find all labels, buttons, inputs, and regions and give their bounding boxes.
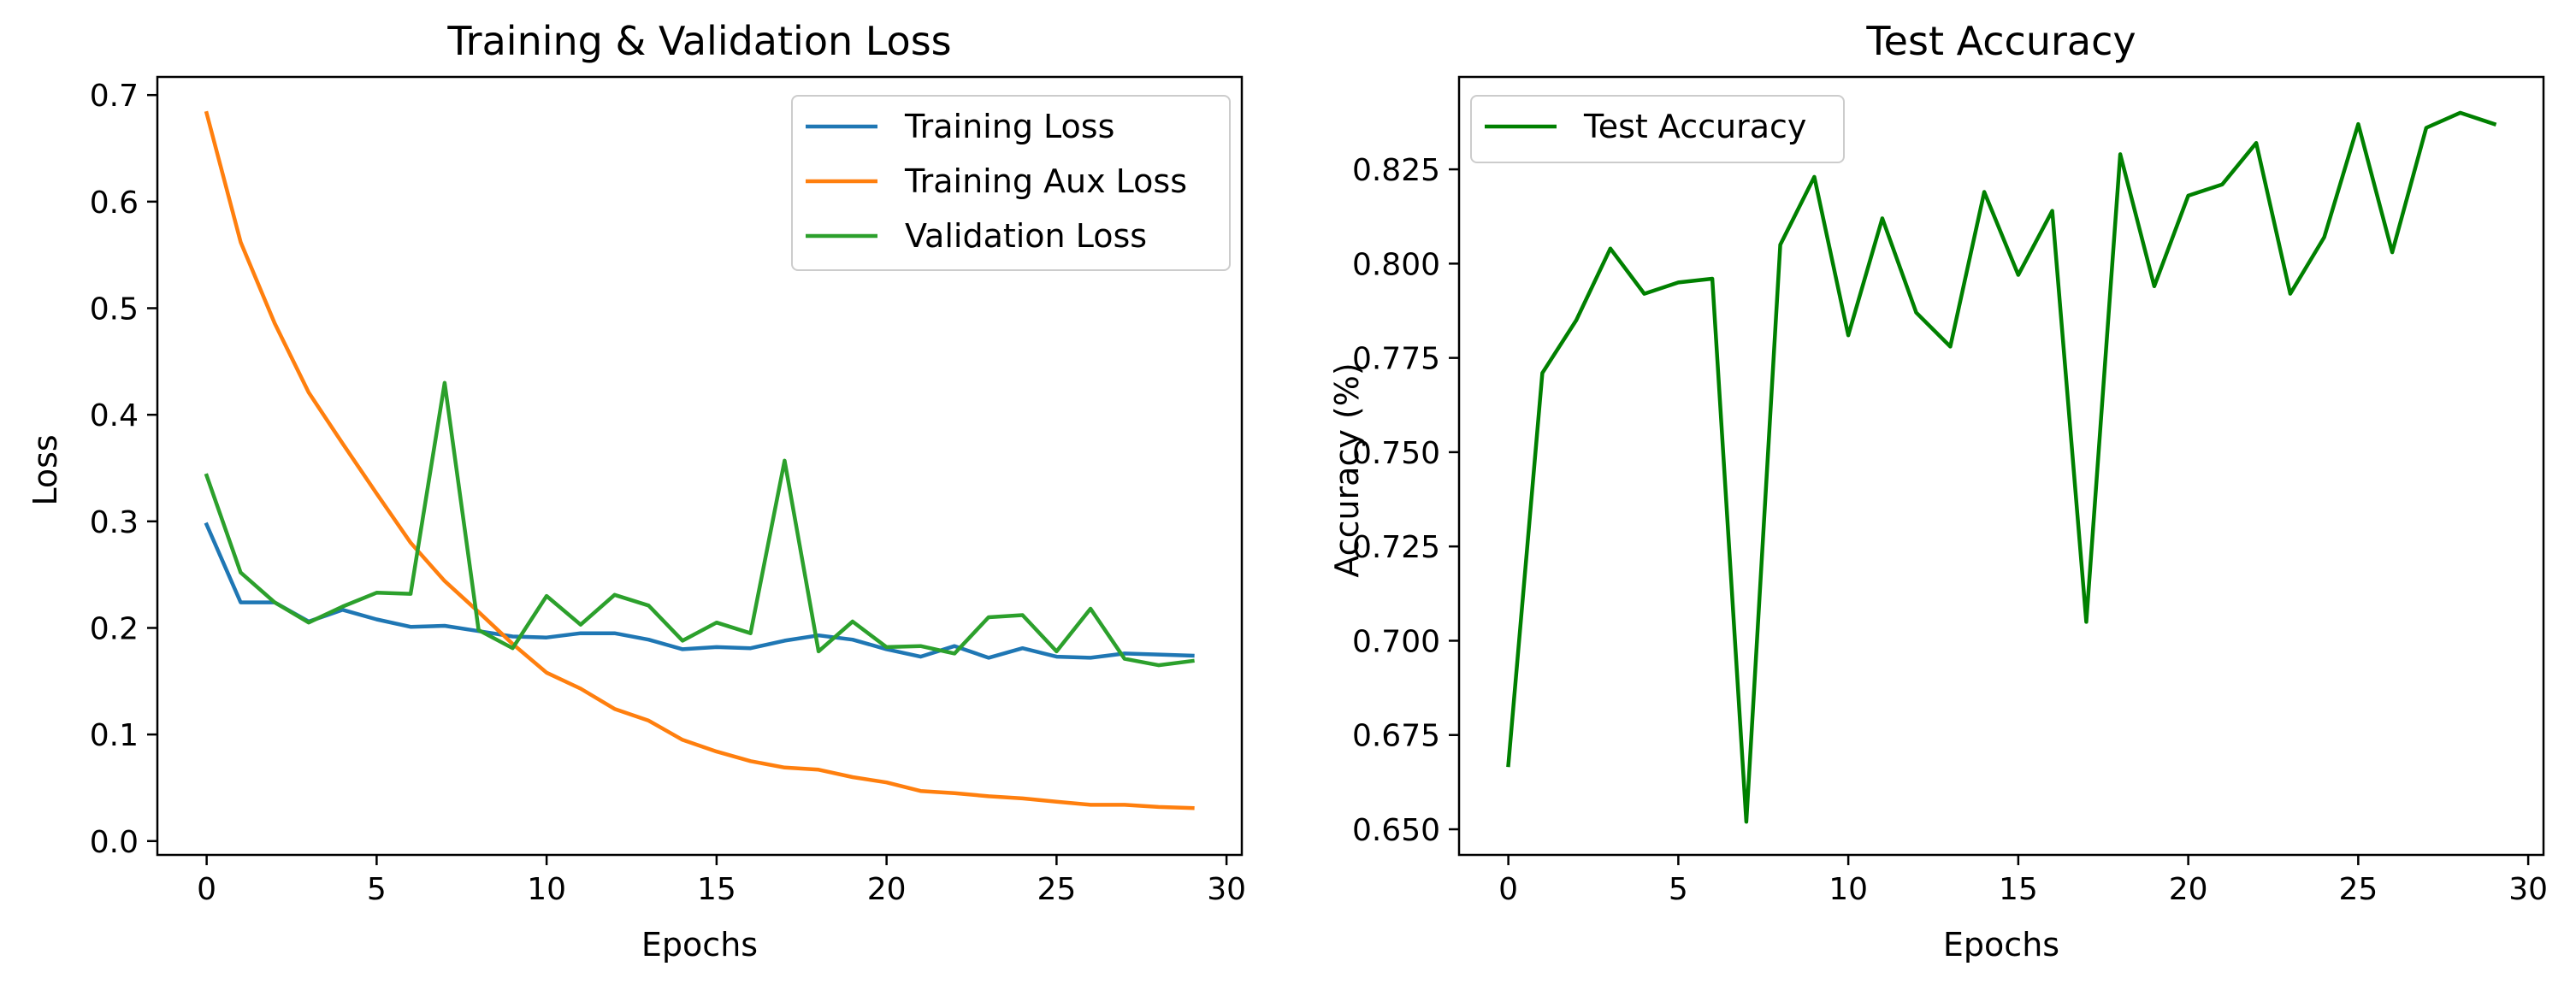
left-y-tick-label: 0.0 xyxy=(90,825,139,860)
left-y-tick-label: 0.7 xyxy=(90,79,139,114)
left-series-line-3 xyxy=(204,380,1195,668)
right-x-tick-label: 15 xyxy=(1999,872,2038,907)
left-x-tick-label: 20 xyxy=(867,872,907,907)
right-y-tick-label: 0.800 xyxy=(1352,247,1440,282)
left-x-tick-label: 25 xyxy=(1037,872,1076,907)
left-y-axis-label: Loss xyxy=(27,434,64,505)
right-y-tick-label: 0.700 xyxy=(1352,624,1440,659)
right-legend-box xyxy=(1470,95,1845,163)
left-axes-frame xyxy=(156,75,1244,857)
left-legend-box xyxy=(791,95,1231,271)
left-plot-area: 0 5 10 15 20 25 30 0.0 0.1 0.2 0.3 0.4 0.5 0.6 0.7 Trai… xyxy=(90,75,1246,907)
left-legend-label-3: Validation Loss xyxy=(905,217,1147,255)
left-y-tick-label: 0.6 xyxy=(90,186,139,221)
right-x-tick-label: 10 xyxy=(1829,872,1868,907)
right-x-tick-label: 20 xyxy=(2169,872,2208,907)
right-series-line-1 xyxy=(1506,110,2497,824)
right-x-tick-label: 30 xyxy=(2508,872,2548,907)
left-y-tick-label: 0.3 xyxy=(90,505,139,540)
right-y-axis-label: Accuracy (%) xyxy=(1328,362,1366,577)
left-series-line-2 xyxy=(204,110,1195,810)
right-y-tick-label: 0.825 xyxy=(1352,153,1440,188)
right-chart: Test Accuracy 0 5 10 15 20 25 30 0.650 0.675 0.70… xyxy=(1328,18,2548,963)
left-legend-label-1: Training Loss xyxy=(904,108,1114,145)
left-x-tick-label: 15 xyxy=(697,872,736,907)
right-legend-label-1: Test Accuracy xyxy=(1583,108,1806,145)
left-chart: Training & Validation Loss 0 5 10 15 20 25 300… xyxy=(27,18,1246,963)
left-x-tick-label: 30 xyxy=(1207,872,1246,907)
left-x-tick-label: 0 xyxy=(197,872,216,907)
left-legend: Training Loss Training Aux Loss Validation… xyxy=(791,95,1231,271)
right-x-tick-label: 0 xyxy=(1498,872,1518,907)
left-y-tick-label: 0.5 xyxy=(90,292,139,327)
left-y-tick-label: 0.1 xyxy=(90,718,139,753)
right-y-tick-label: 0.725 xyxy=(1352,530,1440,565)
right-x-tick-label: 5 xyxy=(1669,872,1688,907)
right-x-tick-label: 25 xyxy=(2338,872,2378,907)
left-y-tick-label: 0.2 xyxy=(90,611,139,646)
left-x-tick-label: 10 xyxy=(527,872,566,907)
right-y-tick-label: 0.675 xyxy=(1352,719,1440,754)
left-x-tick-label: 5 xyxy=(367,872,387,907)
right-y-tick-label: 0.750 xyxy=(1352,436,1440,471)
left-series-line-1 xyxy=(204,522,1195,660)
right-y-tick-label: 0.650 xyxy=(1352,813,1440,848)
left-chart-title: Training & Validation Loss xyxy=(446,18,951,64)
left-y-tick-label: 0.4 xyxy=(90,398,139,433)
right-chart-title: Test Accuracy xyxy=(1865,18,2136,64)
right-y-tick-label: 0.775 xyxy=(1352,342,1440,377)
left-x-axis-label: Epochs xyxy=(641,926,758,963)
right-x-axis-label: Epochs xyxy=(1943,926,2059,963)
right-legend: Test Accuracy xyxy=(1470,95,1845,163)
left-legend-label-2: Training Aux Loss xyxy=(904,162,1187,200)
right-axes-frame xyxy=(1457,75,2545,857)
right-plot-area: 0 5 10 15 20 25 30 0.650 0.675 0.700 0.725 0.750 0.7… xyxy=(1352,75,2548,907)
